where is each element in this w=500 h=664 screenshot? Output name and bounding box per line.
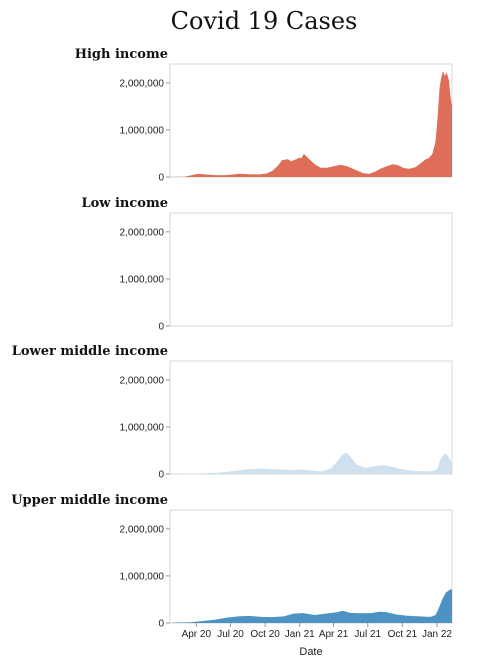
facet-high-income: High income 0 1,000,000 2,000,000 [75, 47, 453, 184]
x-tick-label: Apr 20 [182, 629, 212, 640]
x-tick-label: Jul 21 [354, 629, 381, 640]
facet-lower-middle-income: Lower middle income 0 1,000,000 2,000,000 [12, 344, 453, 481]
facet-label-high-income: High income [75, 47, 168, 62]
facet-label-lower-middle-income: Lower middle income [12, 344, 168, 359]
facet-low-income: Low income 0 1,000,000 2,000,000 [81, 196, 453, 333]
chart-title: Covid 19 Cases [171, 7, 358, 35]
x-axis-title: Date [299, 646, 322, 658]
area-series-lower-middle-income [170, 452, 452, 474]
plot-frame-low-income [169, 212, 453, 327]
y-tick-label: 0 [158, 173, 164, 184]
x-tick-label: Oct 20 [250, 629, 280, 640]
plot-frame-lower-middle-income [169, 360, 453, 475]
x-tick-label: Apr 21 [319, 629, 349, 640]
y-tick-label: 2,000,000 [120, 227, 165, 238]
area-series-high-income [170, 71, 452, 177]
facet-upper-middle-income: Upper middle income 0 1,000,000 2,000,000 [11, 493, 453, 630]
y-tick-label: 1,000,000 [120, 571, 165, 582]
facet-label-upper-middle-income: Upper middle income [11, 493, 168, 508]
y-tick-label: 2,000,000 [120, 524, 165, 535]
x-axis: Apr 20 Jul 20 Oct 20 Jan 21 Apr 21 Jul 21 Oct … [182, 623, 452, 640]
plot-frame-high-income [169, 63, 453, 178]
y-tick-label: 1,000,000 [120, 125, 165, 136]
x-tick-label: Oct 21 [388, 629, 418, 640]
y-tick-label: 0 [158, 322, 164, 333]
y-tick-label: 2,000,000 [120, 78, 165, 89]
plot-frame-upper-middle-income [169, 509, 453, 624]
x-tick-label: Jul 20 [217, 629, 244, 640]
y-tick-label: 2,000,000 [120, 375, 165, 386]
y-tick-label: 1,000,000 [120, 274, 165, 285]
x-tick-label: Jan 21 [285, 629, 315, 640]
x-tick-label: Jan 22 [422, 629, 452, 640]
facet-label-low-income: Low income [81, 196, 168, 211]
y-tick-label: 0 [158, 470, 164, 481]
area-series-upper-middle-income [170, 589, 452, 623]
y-tick-label: 1,000,000 [120, 422, 165, 433]
y-tick-label: 0 [158, 619, 164, 630]
